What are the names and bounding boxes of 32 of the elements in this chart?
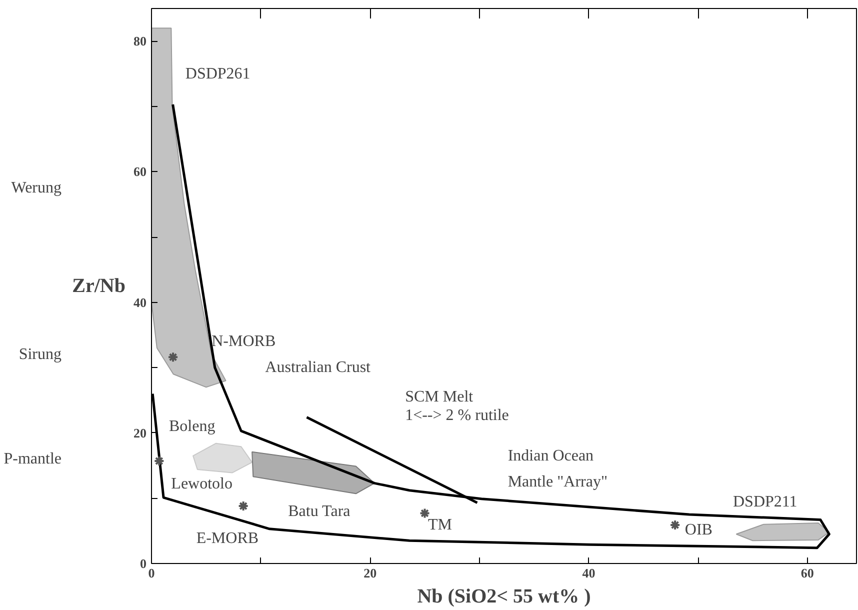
point [670, 519, 681, 530]
y-axis-title: Zr/Nb [72, 275, 126, 297]
annotation: N-MORB [212, 333, 276, 350]
x-tick-label: 60 [800, 566, 814, 580]
annotation: Indian Ocean [508, 447, 594, 464]
point [168, 352, 179, 363]
point [238, 500, 249, 512]
y-tick-label: 40 [134, 294, 146, 310]
annotation: DSDP211 [732, 494, 798, 511]
annotation: Australian Crust [265, 359, 372, 376]
y-tick-label: 20 [134, 425, 146, 440]
annotation: Boleng [168, 418, 216, 435]
x-axis-title: Nb (SiO2< 55 wt% ) [417, 586, 591, 608]
x-tick-label: 40 [582, 566, 596, 580]
text: Werung [11, 180, 62, 197]
annotation: OIB [684, 522, 712, 539]
annotation: Batu Tara [288, 502, 350, 520]
annotation: Lewotolo [171, 475, 233, 492]
point [419, 508, 430, 519]
text: P-mantle [4, 450, 62, 468]
annotation: Mantle "Array" [508, 473, 608, 490]
annotation: 1<--> 2 % rutile [405, 406, 509, 424]
y-tick-label: 0 [140, 556, 146, 571]
point [154, 455, 165, 466]
text: Sirung [18, 346, 62, 364]
y-tick-label: 60 [134, 164, 146, 180]
annotation: E-MORB [196, 530, 259, 548]
annotation: SCM Melt [405, 388, 474, 406]
y-tick-label: 80 [134, 34, 146, 49]
x-tick-label: 20 [364, 566, 377, 580]
annotation: TM [428, 516, 452, 534]
annotation: DSDP261 [185, 65, 250, 82]
